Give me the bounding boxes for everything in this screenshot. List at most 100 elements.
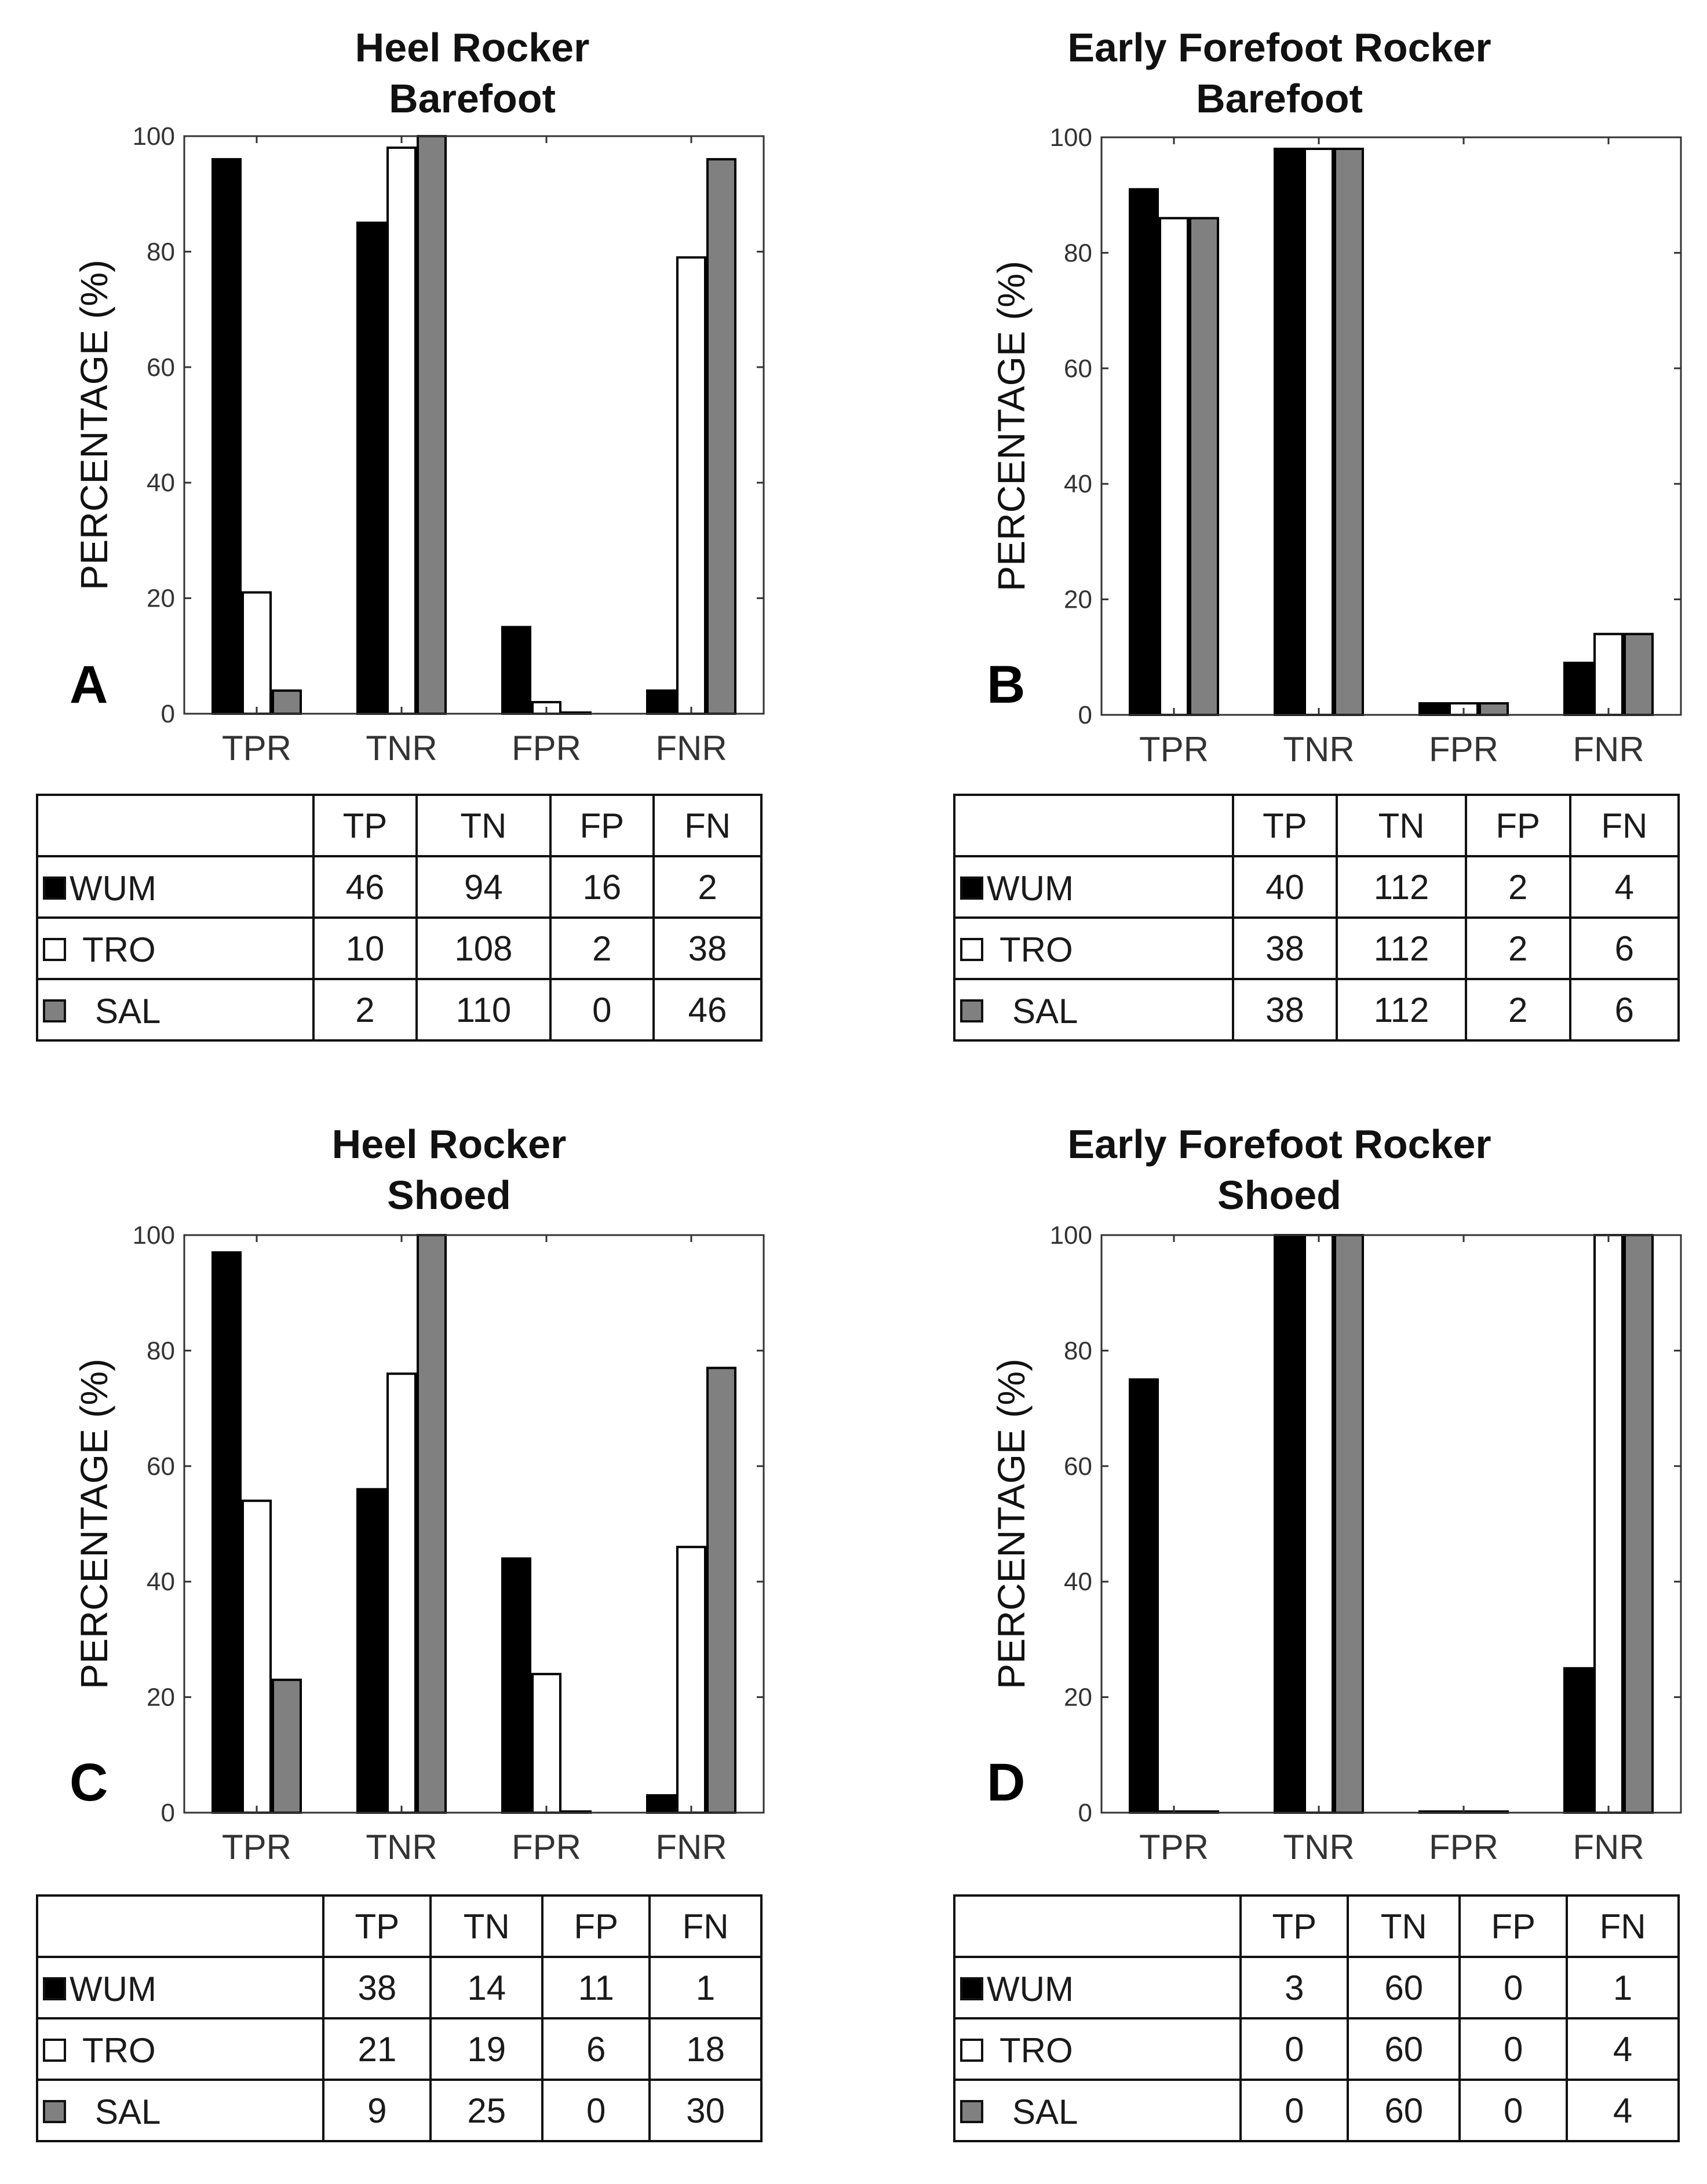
legend-swatch-wum: [43, 1977, 66, 2001]
table-cell: 21: [322, 2017, 432, 2081]
table-header-cell: FN: [652, 794, 763, 857]
legend-swatch-tro: [43, 938, 66, 962]
row-name: WUM: [987, 868, 1074, 908]
table-header-cell: TP: [322, 1894, 432, 1958]
table-cell: 2: [652, 855, 763, 919]
row-name: SAL: [1012, 991, 1078, 1031]
table-cell: 0: [1239, 2017, 1349, 2081]
table-header-corner: [953, 1894, 1242, 1958]
table-header-corner: [953, 794, 1234, 857]
table-cell: 14: [429, 1956, 544, 2019]
table-cell: 10: [312, 916, 418, 980]
row-header: WUM: [953, 1956, 1242, 2019]
table-row: WUM 46 94 16 2: [36, 855, 763, 919]
table-row: TRO 0 60 0 4: [953, 2017, 1680, 2081]
y-tick-label: 20: [147, 1683, 175, 1712]
x-tick-label: TPR: [1139, 730, 1209, 769]
table-cell: 18: [648, 2017, 763, 2081]
x-tick-label: TPR: [1139, 1828, 1209, 1867]
bar-tro: [1593, 1234, 1624, 1814]
x-tick-label: TPR: [222, 1828, 291, 1867]
table-cell: 19: [429, 2017, 544, 2081]
table-cell: 6: [1569, 916, 1680, 980]
y-tick-label: 40: [1064, 470, 1092, 498]
table-cell: 0: [549, 978, 655, 1042]
row-header: SAL: [35, 2079, 325, 2142]
bar-wum: [1274, 1234, 1304, 1814]
table-cell: 2: [312, 978, 418, 1042]
bar-sal: [706, 158, 736, 715]
table-cell: 108: [415, 916, 552, 980]
y-tick-label: 40: [147, 1568, 175, 1596]
y-axis-label: PERCENTAGE (%): [990, 1358, 1033, 1689]
bar-wum: [211, 1251, 242, 1814]
legend-swatch-tro: [960, 938, 983, 962]
y-tick-label: 0: [1078, 1799, 1092, 1827]
table-row: TRO 10 108 2 38: [36, 916, 763, 980]
bar-wum: [1418, 702, 1449, 717]
y-tick-label: 80: [147, 1336, 175, 1365]
table-header-row: TP TN FP FN: [953, 1894, 1680, 1958]
row-name: TRO: [82, 930, 156, 969]
y-tick-label: 80: [147, 238, 175, 266]
bar-tro: [242, 591, 272, 715]
table-cell: 112: [1336, 916, 1467, 980]
y-tick-label: 100: [133, 1221, 175, 1250]
chart-title-line-2: Shoed: [387, 1173, 511, 1218]
panel-label: D: [987, 1753, 1026, 1812]
table-cell: 60: [1347, 2079, 1461, 2142]
row-header: TRO: [953, 916, 1234, 980]
bar-tro: [531, 1672, 561, 1814]
bar-tro: [1304, 147, 1334, 716]
y-tick-label: 20: [1064, 586, 1092, 614]
row-header: TRO: [953, 2017, 1242, 2081]
table-cell: 46: [652, 978, 763, 1042]
counts-table: TP TN FP FN WUM 40 112 2 4 TRO 38 112 2 …: [953, 794, 1680, 1042]
table-cell: 6: [541, 2017, 651, 2081]
table-header-corner: [35, 1894, 325, 1958]
table-cell: 0: [541, 2079, 651, 2142]
row-name: SAL: [95, 991, 161, 1031]
bar-wum: [646, 689, 676, 715]
x-tick-label: FNR: [655, 1828, 727, 1867]
table-row: WUM 3 60 0 1: [953, 1956, 1680, 2019]
row-name: TRO: [82, 2030, 156, 2070]
table-header-cell: TP: [312, 794, 418, 857]
row-name: WUM: [70, 868, 156, 908]
table-cell: 4: [1566, 2079, 1680, 2142]
bar-wum: [501, 1557, 531, 1814]
legend-swatch-sal: [960, 2100, 983, 2124]
legend-swatch-sal: [960, 999, 983, 1023]
bar-chart: 0 20 40 60 80 100 PERCENTAGE (%) TPR TNR FPR FNR: [990, 123, 1682, 769]
bar-chart: 0 20 40 60 80 100 PERCENTAGE (%) TPR TNR FPR FNR: [990, 1221, 1682, 1867]
y-tick-label: 0: [161, 1799, 175, 1827]
row-name: SAL: [95, 2092, 161, 2131]
chart-title-line-2: Barefoot: [1196, 76, 1363, 121]
bar-sal: [706, 1367, 736, 1814]
legend-swatch-tro: [960, 2039, 983, 2062]
row-header: SAL: [953, 978, 1234, 1042]
bar-tro: [1304, 1234, 1334, 1814]
counts-table: TP TN FP FN WUM 3 60 0 1 TRO 0 60 0 4 SA…: [953, 1894, 1680, 2142]
row-header: SAL: [953, 2079, 1242, 2142]
x-tick-label: TPR: [222, 729, 291, 768]
bar-wum: [1129, 188, 1159, 717]
table-cell: 46: [312, 855, 418, 919]
table-header-cell: TN: [429, 1894, 544, 1958]
bar-sal: [417, 1234, 447, 1814]
bar-tro: [676, 256, 706, 715]
y-tick-label: 100: [133, 122, 175, 151]
panel-d: Early Forefoot Rocker Shoed 0 20 40 60 80 100…: [854, 1092, 1707, 2184]
chart-title-line-2: Barefoot: [389, 76, 556, 121]
table-cell: 60: [1347, 2017, 1461, 2081]
y-tick-label: 60: [147, 1452, 175, 1481]
bar-sal: [1334, 147, 1364, 716]
counts-table: TP TN FP FN WUM 38 14 11 1 TRO 21 19 6 1…: [35, 1894, 763, 2142]
bar-chart: 0 20 40 60 80 100 PERCENTAGE (%) TPR TNR FPR FNR: [72, 1221, 765, 1867]
x-tick-label: TNR: [1283, 1828, 1354, 1867]
row-name: WUM: [70, 1969, 156, 2008]
bar-sal: [417, 135, 447, 715]
axes-frame: [1100, 1234, 1682, 1814]
x-tick-label: TNR: [366, 729, 437, 768]
table-cell: 4: [1566, 2017, 1680, 2081]
